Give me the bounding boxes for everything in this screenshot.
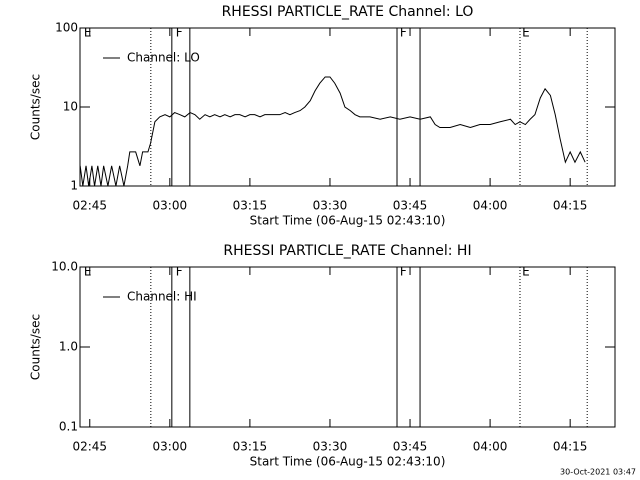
y-tick-label: 10.0 xyxy=(51,260,78,274)
y-axis-label: Counts/sec xyxy=(29,74,43,140)
x-tick-label: 04:00 xyxy=(473,199,508,213)
flag-label: E xyxy=(84,265,92,279)
y-tick-label: 1.0 xyxy=(59,340,78,354)
legend-label: Channel: LO xyxy=(127,51,200,65)
x-tick-label: 02:45 xyxy=(72,440,107,454)
y-tick-label: 10 xyxy=(63,100,78,114)
x-tick-label: 03:30 xyxy=(313,440,348,454)
x-tick-label: 03:45 xyxy=(393,199,428,213)
x-tick-label: 02:45 xyxy=(72,199,107,213)
x-tick-label: 04:15 xyxy=(553,199,588,213)
chart-title: RHESSI PARTICLE_RATE Channel: LO xyxy=(222,4,474,20)
y-tick-label: 1 xyxy=(70,179,78,193)
x-tick-label: 03:15 xyxy=(233,440,268,454)
chart-title: RHESSI PARTICLE_RATE Channel: HI xyxy=(223,243,471,259)
x-tick-label: 03:30 xyxy=(313,199,348,213)
flag-label: E xyxy=(522,26,530,40)
flag-label: F xyxy=(176,26,183,40)
flag-label: F xyxy=(400,265,407,279)
x-tick-label: 03:00 xyxy=(153,440,188,454)
x-tick-label: 04:15 xyxy=(553,440,588,454)
y-tick-label: 0.1 xyxy=(59,420,78,434)
x-axis-label: Start Time (06-Aug-15 02:43:10) xyxy=(250,214,446,228)
flag-label: F xyxy=(400,26,407,40)
y-tick-label: 100 xyxy=(55,21,78,35)
flag-label: F xyxy=(176,265,183,279)
flag-label: E xyxy=(522,265,530,279)
data-line xyxy=(79,76,586,187)
x-tick-label: 03:15 xyxy=(233,199,268,213)
legend-label: Channel: HI xyxy=(127,290,197,304)
x-tick-label: 03:00 xyxy=(153,199,188,213)
x-tick-label: 04:00 xyxy=(473,440,508,454)
y-axis-label: Counts/sec xyxy=(29,314,43,380)
footer: 30-Oct-2021 03:47 xyxy=(560,468,636,477)
flag-label: E xyxy=(84,26,92,40)
x-axis-label: Start Time (06-Aug-15 02:43:10) xyxy=(250,455,446,469)
x-tick-label: 03:45 xyxy=(393,440,428,454)
